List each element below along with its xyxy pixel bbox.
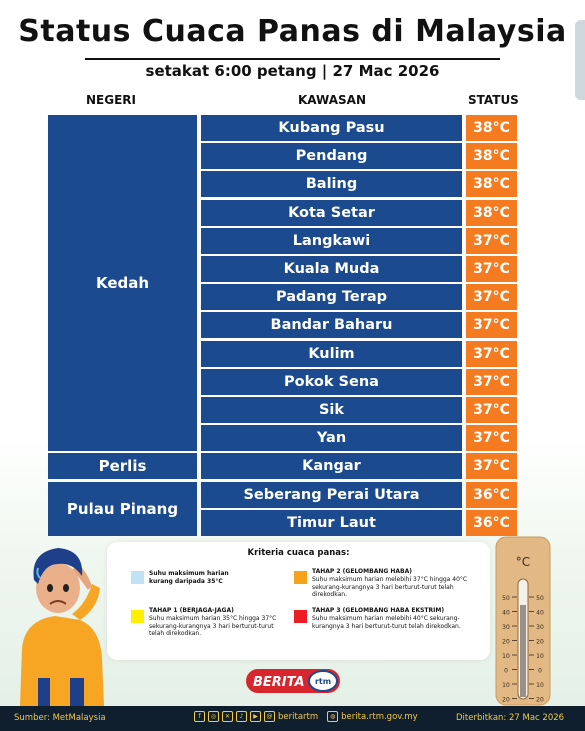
footer: Sumber: MetMalaysia f ◎ ✕ ♪ ▶ @ beritart… [0,706,585,731]
stage2-text: Suhu maksimum harian melebihi 37°C hingg… [312,576,468,598]
status-badge: 37°C [466,368,517,395]
footer-website[interactable]: berita.rtm.gov.my [341,711,418,722]
area-cell: Pendang [201,143,462,170]
area-cell: Baling [201,171,462,198]
thermo-tick-label: 20 [502,639,510,646]
instagram-icon[interactable]: ◎ [208,711,219,722]
footer-source: Sumber: MetMalaysia [14,713,106,723]
footer-published: Diterbitkan: 27 Mac 2026 [456,713,565,723]
edge-frame [575,20,585,100]
area-cell: Bandar Baharu [201,312,462,339]
state-cell: Kedah [48,115,197,452]
stage1-swatch [131,610,144,623]
title-underline [85,58,500,60]
page-subtitle: setakat 6:00 petang | 27 Mac 2026 [145,62,440,80]
stage2-label: TAHAP 2 (GELOMBANG HABA) [312,568,413,575]
thermo-tick-label: 20 [536,697,544,704]
page-title: Status Cuaca Panas di Malaysia [18,14,567,49]
column-header-state: NEGERI [86,93,136,107]
column-header-area: KAWASAN [298,93,367,107]
area-cell: Seberang Perai Utara [201,481,462,508]
thermo-tick-label: 0 [538,668,542,675]
thermo-tick-label: 50 [536,595,544,602]
threads-icon[interactable]: @ [264,711,275,722]
stage3-swatch [294,610,307,623]
criteria-panel: Kriteria cuaca panas: Suhu maksimum hari… [107,542,490,660]
status-badge: 37°C [466,256,517,282]
youtube-icon[interactable]: ▶ [250,711,261,722]
berita-rtm-logo: BERITA rtm [246,669,340,693]
state-cell: Pulau Pinang [48,481,197,536]
stage2-swatch [294,571,307,584]
area-cell: Kuala Muda [201,256,462,282]
thermo-tick-label: 30 [502,624,510,631]
thermo-tick-label: 20 [502,697,510,704]
thermo-tick-label: 0 [504,668,508,675]
x-icon[interactable]: ✕ [222,711,233,722]
logo-text: BERITA [253,675,305,690]
status-badge: 36°C [466,509,517,536]
status-badge: 37°C [466,340,517,367]
normal-swatch [131,571,144,584]
area-cell: Timur Laut [201,509,462,536]
thermo-tick-label: 20 [536,639,544,646]
column-header-status: STATUS [468,93,519,107]
area-cell: Sik [201,397,462,423]
thermometer-illustration: °C 50 50 40 40 30 30 20 20 10 10 0 0 10 10 20 20 [495,536,551,706]
area-cell: Yan [201,425,462,452]
tiktok-icon[interactable]: ♪ [236,711,247,722]
footer-handle[interactable]: beritartm [278,711,319,722]
stage1-text: Suhu maksimum harian 35°C hingga 37°C se… [149,615,277,637]
area-cell: Kulim [201,340,462,367]
stage3-text: Suhu maksimum harian melebihi 40°C sekur… [312,615,461,630]
thermo-tick-label: 50 [502,595,510,602]
status-badge: 37°C [466,312,517,339]
status-badge: 38°C [466,199,517,226]
globe-icon: ◍ [327,711,339,722]
thermo-tick-label: 10 [502,682,510,689]
status-badge: 37°C [466,397,517,423]
thermo-tick-label: 10 [536,653,544,660]
person-illustration [20,548,104,706]
state-cell: Perlis [48,453,197,480]
criteria-title: Kriteria cuaca panas: [247,548,350,558]
status-badge: 37°C [466,453,517,480]
area-cell: Kota Setar [201,199,462,226]
area-cell: Padang Terap [201,284,462,311]
normal-text: Suhu maksimum harian kurang daripada 35°… [149,570,229,585]
stage3-label: TAHAP 3 (GELOMBANG HABA EKSTRIM) [312,607,445,614]
thermo-tick-label: 40 [502,610,510,617]
status-badge: 37°C [466,425,517,452]
thermo-tick-label: 40 [536,610,544,617]
status-badge: 38°C [466,171,517,198]
status-badge: 36°C [466,481,517,508]
thermo-tick-label: 10 [502,653,510,660]
area-cell: Kubang Pasu [201,115,462,141]
area-cell: Pokok Sena [201,368,462,395]
status-badge: 37°C [466,284,517,311]
thermo-tick-label: 10 [536,682,544,689]
stage1-label: TAHAP 1 (BERJAGA-JAGA) [149,607,234,614]
area-cell: Kangar [201,453,462,480]
status-badge: 38°C [466,143,517,170]
thermo-tick-label: 30 [536,624,544,631]
area-cell: Langkawi [201,227,462,254]
logo-badge: rtm [315,677,331,686]
facebook-icon[interactable]: f [194,711,205,722]
status-badge: 37°C [466,227,517,254]
footer-social: f ◎ ✕ ♪ ▶ @ beritartm ◍ berita.rtm.gov.m… [194,711,418,722]
thermo-unit: °C [516,555,530,569]
status-badge: 38°C [466,115,517,141]
